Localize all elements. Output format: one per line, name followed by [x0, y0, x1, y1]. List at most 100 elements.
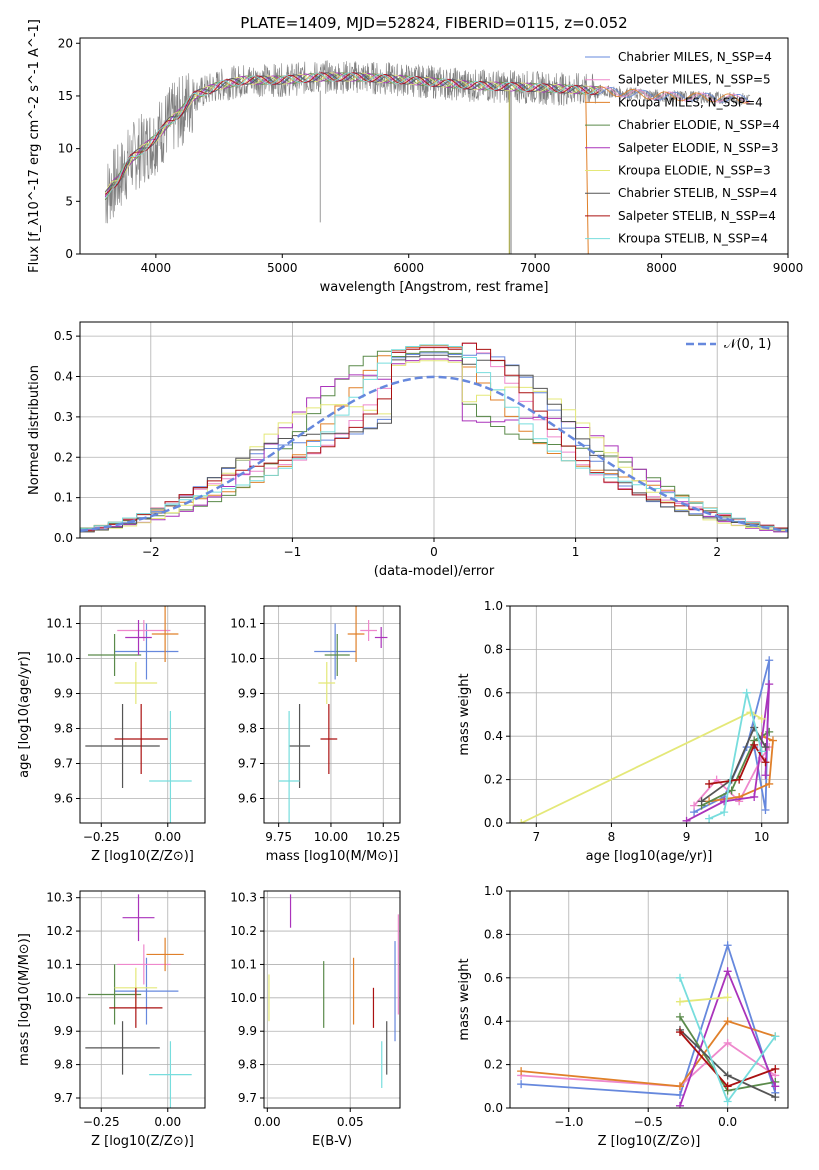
legend-label-4: Salpeter ELODIE, N_SSP=3	[618, 141, 779, 155]
series-marker-6	[761, 743, 770, 752]
model-line-3	[104, 72, 599, 201]
y-tick-label: 9.7	[238, 757, 257, 771]
histogram-7	[80, 342, 788, 534]
y-tick-label: 0.3	[54, 410, 73, 424]
y-tick-label: 10.1	[230, 617, 257, 631]
legend-label-8: Kroupa STELIB, N_SSP=4	[618, 232, 768, 246]
y-tick-label: 0.0	[484, 1101, 503, 1115]
plot-area	[104, 60, 751, 254]
series-marker-7	[675, 1028, 684, 1037]
y-tick-label: 0.5	[54, 329, 73, 343]
y-axis-label: age [log10(age/yr)]	[17, 651, 32, 778]
y-tick-label: 0.0	[54, 531, 73, 545]
y-tick-label: 0.1	[54, 491, 73, 505]
axes-frame	[79, 890, 206, 1109]
axes-frame	[509, 605, 789, 824]
y-tick-label: 0.2	[484, 1058, 503, 1072]
y-tick-label: 0.6	[484, 686, 503, 700]
series-marker-4	[750, 792, 759, 801]
y-tick-label: 0.0	[484, 816, 503, 830]
series-marker-8	[675, 973, 684, 982]
legend-label-2: Kroupa MILES, N_SSP=4	[618, 95, 763, 109]
x-tick-label: −0.25	[83, 830, 120, 844]
y-tick-label: 0.8	[484, 642, 503, 656]
y-tick-label: 0.4	[484, 729, 503, 743]
legend-label-3: Chabrier ELODIE, N_SSP=4	[618, 118, 780, 132]
x-tick-label: 1	[572, 545, 580, 559]
chart-age_vs_Z: −0.25 0.00 9.6 9.7 9.8 9.9 10.0 10.1 Z [log10(Z/…	[17, 605, 206, 864]
y-tick-label: 9.8	[238, 722, 257, 736]
y-tick-label: 9.9	[238, 1024, 257, 1038]
normal-curve	[80, 375, 788, 533]
axes-frame	[509, 890, 789, 1109]
legend-label-1: Salpeter MILES, N_SSP=5	[618, 73, 771, 87]
series-marker-7	[761, 758, 770, 767]
series-marker-0	[517, 1080, 526, 1089]
x-axis-label: wavelength [Angstrom, rest frame]	[320, 280, 549, 295]
chart-age_vs_mass: 9.75 10.00 10.25 9.6 9.7 9.8 9.9 10.0 10.1 mass […	[230, 605, 401, 864]
plot-area	[85, 894, 192, 1108]
series-marker-7	[723, 1082, 732, 1091]
x-tick-label: 0.00	[154, 1115, 181, 1129]
series-marker-8	[705, 814, 714, 823]
series-marker-1	[690, 801, 699, 810]
y-tick-label: 9.8	[54, 1058, 73, 1072]
x-tick-label: 7000	[520, 261, 551, 275]
y-axis-label: mass weight	[457, 673, 472, 755]
y-tick-label: 10.1	[230, 957, 257, 971]
y-tick-label: 10.2	[230, 924, 257, 938]
y-tick-label: 0.6	[484, 971, 503, 985]
series-line-1	[521, 1041, 776, 1088]
series-marker-6	[771, 1093, 780, 1102]
chart-massweight_vs_Z: −1.0 −0.5 0.0 0.0 0.2 0.4 0.6 0.8 1.0 Z [log10(Z/…	[457, 884, 789, 1149]
series-marker-5	[723, 993, 732, 1002]
x-tick-label: 0.00	[254, 1115, 281, 1129]
series-marker-5	[675, 997, 684, 1006]
x-axis-label: age [log10(age/yr)]	[586, 849, 713, 864]
plot-area	[80, 342, 788, 534]
legend-label-0: Chabrier MILES, N_SSP=4	[618, 50, 772, 64]
x-tick-label: 9.75	[265, 830, 292, 844]
chart-massweight_vs_age: 7 8 9 10 0.0 0.2 0.4 0.6 0.8 1.0 age [log10(age/yr…	[457, 599, 789, 864]
series-marker-4	[765, 680, 774, 689]
series-marker-2	[768, 736, 777, 745]
series-marker-8	[723, 1097, 732, 1106]
series-marker-8	[742, 688, 751, 697]
y-tick-label: 9.8	[238, 1058, 257, 1072]
series-marker-4	[771, 1082, 780, 1091]
x-axis-label: mass [log10(M/M⊙)]	[266, 849, 399, 864]
y-tick-label: 9.7	[238, 1091, 257, 1105]
series-marker-4	[761, 771, 770, 780]
plot-area	[517, 941, 780, 1108]
x-tick-label: −1.0	[554, 1115, 583, 1129]
y-tick-label: 9.6	[238, 792, 257, 806]
legend-label-5: Kroupa ELODIE, N_SSP=3	[618, 164, 771, 178]
y-tick-label: 10.3	[230, 891, 257, 905]
axes-frame	[263, 890, 401, 1109]
x-tick-label: 9000	[773, 261, 804, 275]
x-tick-label: 0.00	[154, 830, 181, 844]
y-tick-label: 15	[58, 89, 73, 103]
x-tick-label: 6000	[393, 261, 424, 275]
y-axis-label: Normed distribution	[27, 365, 42, 495]
series-marker-4	[682, 816, 691, 823]
y-tick-label: 10.3	[46, 891, 73, 905]
legend-label: 𝒩(0, 1)	[724, 337, 771, 352]
y-tick-label: 9.9	[238, 687, 257, 701]
series-marker-5	[517, 819, 526, 823]
series-marker-6	[697, 797, 706, 806]
axes-frame	[263, 605, 401, 824]
series-marker-2	[675, 1082, 684, 1091]
x-tick-label: −1	[284, 545, 302, 559]
series-marker-0	[761, 805, 770, 814]
chart-spectrum: Chabrier MILES, N_SSP=4 Salpeter MILES, N…	[27, 19, 803, 295]
series-marker-7	[735, 775, 744, 784]
x-tick-label: 8	[608, 830, 616, 844]
model-spike	[585, 90, 589, 254]
y-tick-label: 0.2	[54, 450, 73, 464]
y-axis-label: Flux [f_λ10^-17 erg cm^-2 s^-1 A^-1]	[27, 19, 42, 273]
x-tick-label: −2	[142, 545, 160, 559]
x-tick-label: 10.00	[314, 830, 348, 844]
x-axis-label: (data-model)/error	[374, 564, 495, 579]
